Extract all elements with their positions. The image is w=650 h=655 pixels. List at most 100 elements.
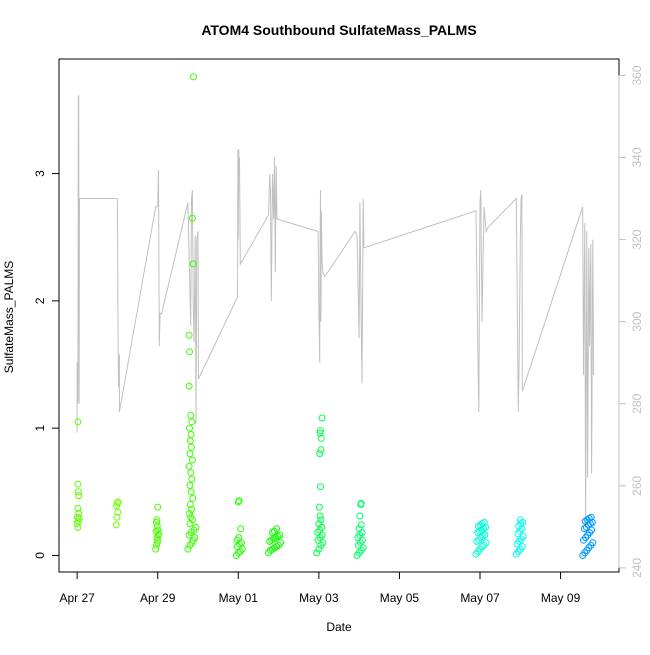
y-right-tick-label: 280 — [630, 393, 644, 413]
data-point — [186, 481, 194, 489]
data-point — [187, 411, 195, 419]
data-point — [186, 348, 193, 356]
data-point — [190, 73, 198, 81]
data-point — [114, 508, 122, 516]
y-right-tick-label: 360 — [630, 65, 644, 85]
data-point — [74, 418, 82, 426]
data-point — [153, 518, 160, 526]
y-tick-label: 2 — [33, 297, 47, 304]
y-right-tick-label: 300 — [630, 311, 644, 331]
data-point — [186, 424, 193, 432]
data-point — [317, 427, 324, 435]
data-point — [188, 214, 196, 222]
data-point — [187, 469, 195, 477]
data-point — [184, 545, 192, 553]
series-2 — [152, 503, 163, 553]
data-point — [480, 518, 488, 526]
data-point — [154, 503, 162, 511]
x-tick-label: Apr 29 — [140, 591, 176, 605]
data-point — [316, 512, 324, 520]
data-point — [356, 512, 364, 520]
data-point — [188, 475, 196, 483]
data-point — [587, 513, 595, 521]
x-axis: Apr 27 Apr 29 May 01 May 03 May 05 May 07 May … — [59, 571, 581, 605]
data-point — [187, 431, 195, 438]
series-10 — [579, 513, 597, 559]
gray-trace-line — [76, 95, 595, 527]
data-point — [186, 450, 194, 458]
y-right-tick-label: 320 — [630, 229, 644, 249]
y-right-tick-label: 240 — [630, 558, 644, 578]
data-point — [235, 497, 243, 505]
y-tick-label: 3 — [33, 170, 47, 177]
data-point — [317, 434, 325, 442]
y-tick-label: 0 — [33, 552, 47, 559]
series-9 — [512, 516, 527, 558]
y-axis-left: 0 1 2 3 — [33, 170, 60, 559]
data-point — [315, 545, 323, 553]
data-point — [74, 504, 82, 512]
data-point — [186, 501, 194, 508]
x-tick-label: May 05 — [380, 591, 420, 605]
y-right-tick-label: 340 — [630, 147, 644, 167]
data-point — [589, 539, 597, 547]
data-point — [192, 523, 200, 531]
data-point — [274, 532, 282, 540]
gray-trace-layer — [76, 95, 595, 527]
series-4 — [232, 497, 246, 559]
data-point — [357, 499, 365, 507]
data-point — [74, 513, 81, 521]
x-tick-label: May 09 — [541, 591, 581, 605]
data-point — [188, 506, 195, 514]
series-5 — [265, 525, 285, 557]
y-right-tick-label: 260 — [630, 475, 644, 495]
data-point — [189, 494, 197, 502]
data-point — [75, 492, 83, 500]
data-point — [153, 539, 161, 547]
data-point — [357, 521, 365, 529]
data-point — [234, 498, 242, 506]
data-point — [317, 446, 325, 454]
data-point — [317, 516, 325, 524]
data-point — [74, 480, 82, 488]
data-point — [114, 498, 122, 506]
data-point — [189, 260, 197, 268]
data-point — [113, 513, 121, 521]
data-point — [237, 525, 245, 533]
data-point — [75, 515, 83, 522]
data-point — [482, 539, 490, 547]
data-point — [481, 531, 489, 539]
data-point — [188, 443, 195, 451]
data-point — [153, 516, 161, 524]
series-6 — [313, 414, 327, 557]
chart-title: ATOM4 Southbound SulfateMass_PALMS — [201, 22, 476, 38]
data-point — [187, 513, 195, 521]
data-point — [185, 462, 193, 470]
data-point — [273, 525, 281, 533]
x-tick-label: May 01 — [219, 591, 259, 605]
data-point — [186, 509, 193, 517]
data-point — [580, 525, 588, 533]
x-axis-label: Date — [326, 620, 352, 634]
data-point — [113, 499, 121, 507]
data-point — [152, 527, 160, 535]
data-point — [188, 418, 196, 426]
data-point — [75, 509, 83, 517]
data-point — [154, 526, 162, 534]
data-point — [479, 532, 487, 540]
data-point — [187, 488, 195, 496]
data-point — [315, 520, 323, 528]
y-tick-label: 1 — [33, 425, 47, 432]
data-point — [154, 531, 162, 539]
data-point — [152, 545, 160, 553]
data-point — [191, 534, 199, 542]
series-7 — [353, 499, 367, 559]
y-axis-right: 240 260 280 300 320 340 360 — [618, 65, 644, 578]
series-8 — [472, 518, 490, 558]
data-point — [185, 382, 193, 390]
scatter-points-layer — [73, 73, 597, 559]
x-tick-label: May 07 — [460, 591, 500, 605]
data-point — [315, 503, 323, 511]
